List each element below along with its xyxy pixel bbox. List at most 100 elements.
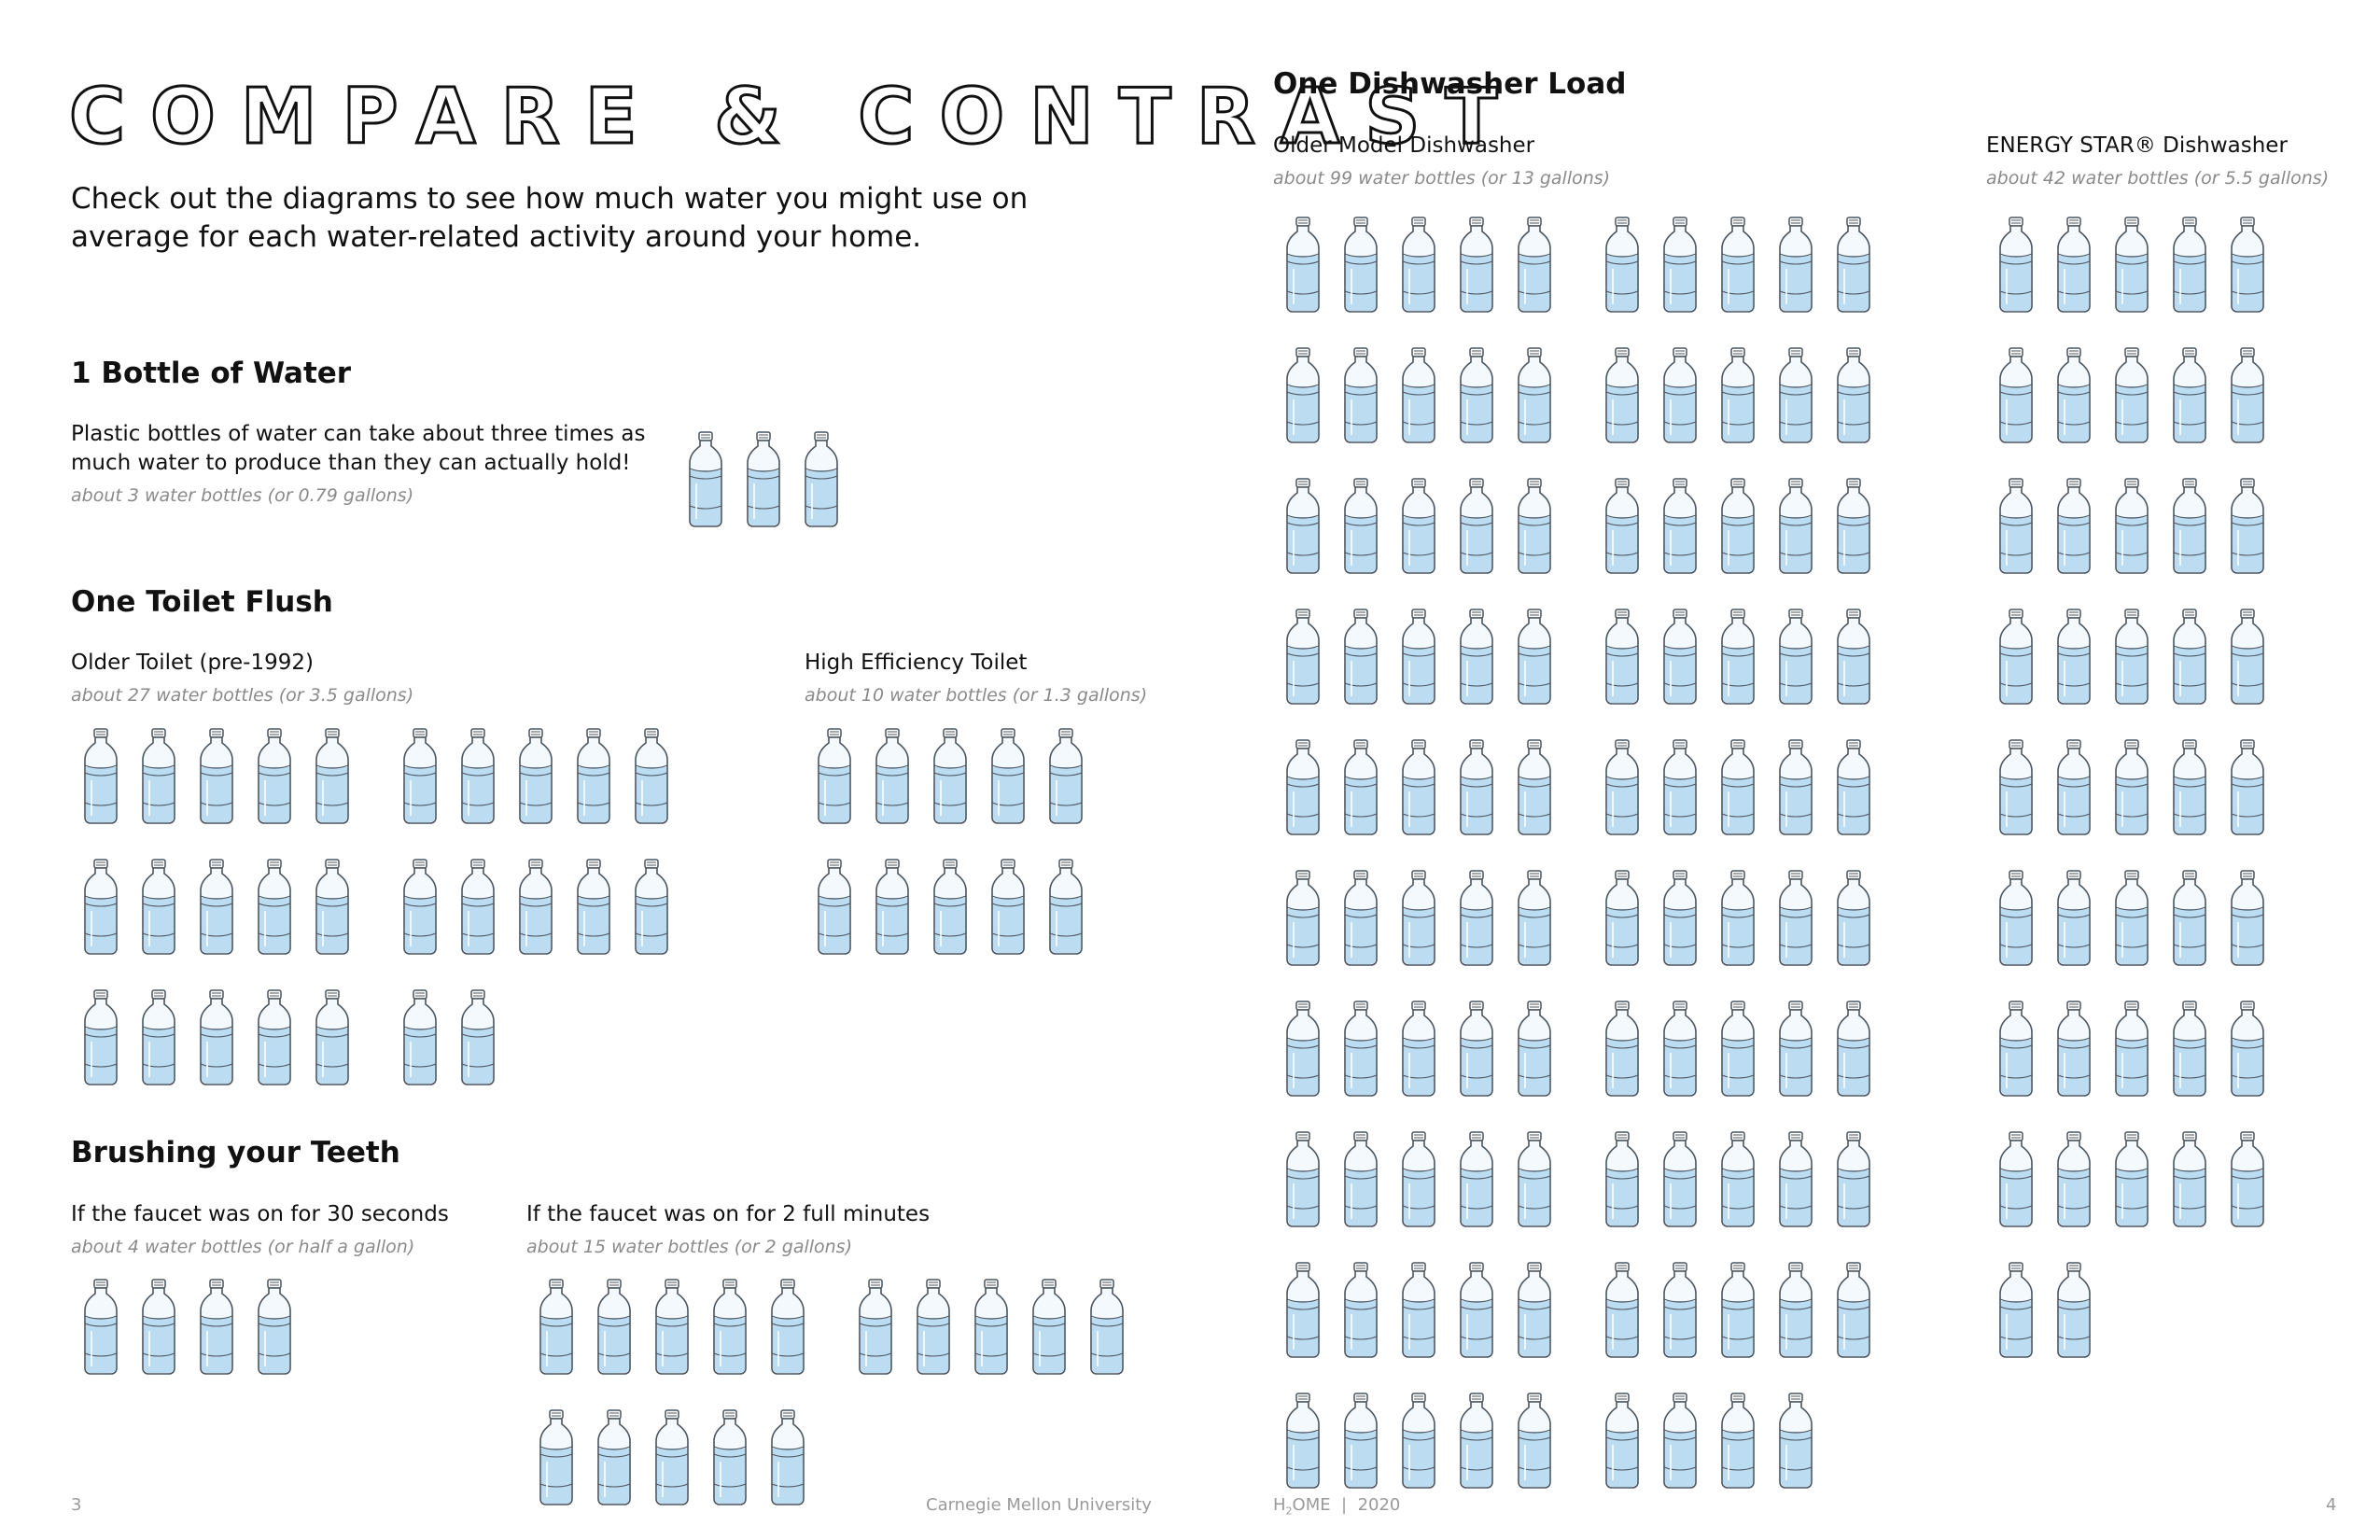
water-bottle-icon — [803, 431, 840, 528]
water-bottle-icon — [816, 728, 853, 825]
energy-star-dishwasher-label: ENERGY STAR® Dishwasher — [1986, 133, 2288, 158]
water-bottle-icon — [517, 859, 554, 956]
water-bottle-icon — [1400, 1131, 1437, 1228]
water-bottle-icon — [1661, 217, 1699, 314]
water-bottle-icon — [1719, 1131, 1757, 1228]
water-bottle-icon — [874, 728, 911, 825]
water-bottle-icon — [769, 1409, 806, 1506]
water-bottle-icon — [1997, 870, 2035, 967]
water-bottle-icon — [1284, 217, 1322, 314]
water-bottle-icon — [2171, 739, 2208, 836]
water-bottle-icon — [857, 1279, 894, 1376]
water-bottle-icon — [1088, 1279, 1126, 1376]
water-bottle-icon — [816, 859, 853, 956]
water-bottle-icon — [2229, 478, 2266, 575]
toilet-flush-heading: One Toilet Flush — [71, 585, 333, 619]
water-bottle-icon — [1661, 478, 1699, 575]
water-bottle-icon — [711, 1409, 749, 1506]
water-bottle-icon — [1719, 870, 1757, 967]
water-bottle-icon — [82, 989, 119, 1086]
water-bottle-icon — [1777, 1001, 1814, 1098]
water-bottle-icon — [314, 728, 351, 825]
water-bottle-icon — [769, 1279, 806, 1376]
right-page-number: 4 — [2326, 1495, 2337, 1515]
footer-project-subscript: 2 — [1285, 1505, 1293, 1518]
water-bottle-icon — [1661, 347, 1699, 444]
water-bottle-icon — [1342, 478, 1379, 575]
water-bottle-icon — [1284, 739, 1322, 836]
water-bottle-icon — [1342, 347, 1379, 444]
water-bottle-icon — [2113, 1131, 2150, 1228]
water-bottle-icon — [1603, 347, 1641, 444]
water-bottle-icon — [1516, 739, 1553, 836]
water-bottle-icon — [1458, 478, 1495, 575]
water-bottle-icon — [1661, 1393, 1699, 1490]
water-bottle-icon — [1719, 347, 1757, 444]
water-bottle-icon — [2229, 870, 2266, 967]
water-bottle-icon — [1719, 217, 1757, 314]
water-bottle-icon — [1284, 1131, 1322, 1228]
water-bottle-icon — [1777, 739, 1814, 836]
high-efficiency-toilet-label: High Efficiency Toilet — [805, 651, 1028, 675]
water-bottle-icon — [1835, 217, 1872, 314]
water-bottle-icon — [1997, 478, 2035, 575]
water-bottle-icon — [2229, 1131, 2266, 1228]
older-dishwasher-label: Older Model Dishwasher — [1273, 133, 1535, 158]
water-bottle-icon — [2113, 347, 2150, 444]
water-bottle-icon — [1516, 478, 1553, 575]
water-bottle-icon — [1603, 1393, 1641, 1490]
water-bottle-icon — [1284, 870, 1322, 967]
water-bottle-icon — [1719, 739, 1757, 836]
water-bottle-icon — [82, 1279, 119, 1376]
footer-university: Carnegie Mellon University — [926, 1495, 1152, 1515]
water-bottle-icon — [1997, 1001, 2035, 1098]
water-bottle-icon — [2171, 609, 2208, 706]
water-bottle-icon — [198, 1279, 235, 1376]
water-bottle-icon — [1400, 478, 1437, 575]
older-dishwasher-note: about 99 water bottles (or 13 gallons) — [1273, 168, 1611, 189]
water-bottle-icon — [1342, 739, 1379, 836]
water-bottle-icon — [1835, 1131, 1872, 1228]
water-bottle-icon — [1603, 1262, 1641, 1359]
energy-star-dishwasher-note: about 42 water bottles (or 5.5 gallons) — [1986, 168, 2330, 189]
water-bottle-icon — [1835, 870, 1872, 967]
water-bottle-icon — [2055, 1131, 2093, 1228]
water-bottle-icon — [2055, 739, 2093, 836]
water-bottle-icon — [1342, 1001, 1379, 1098]
water-bottle-icon — [1400, 217, 1437, 314]
two-minutes-note: about 15 water bottles (or 2 gallons) — [526, 1237, 852, 1257]
water-bottle-icon — [1400, 870, 1437, 967]
water-bottle-icon — [1835, 478, 1872, 575]
water-bottle-icon — [1661, 1262, 1699, 1359]
water-bottle-icon — [1284, 347, 1322, 444]
water-bottle-icon — [1516, 1393, 1553, 1490]
water-bottle-icon — [1603, 1131, 1641, 1228]
water-bottle-icon — [2055, 870, 2093, 967]
water-bottle-icon — [2055, 478, 2093, 575]
water-bottle-icon — [459, 728, 497, 825]
water-bottle-icon — [1458, 609, 1495, 706]
water-bottle-icon — [401, 989, 439, 1086]
water-bottle-icon — [1997, 1131, 2035, 1228]
water-bottle-icon — [2055, 609, 2093, 706]
water-bottle-icon — [1284, 609, 1322, 706]
water-bottle-icon — [198, 859, 235, 956]
water-bottle-icon — [2229, 347, 2266, 444]
footer-project-prefix: H — [1273, 1495, 1286, 1515]
water-bottle-icon — [575, 728, 612, 825]
water-bottle-icon — [1719, 1001, 1757, 1098]
water-bottle-icon — [1342, 1262, 1379, 1359]
water-bottle-icon — [2055, 1001, 2093, 1098]
water-bottle-icon — [1835, 609, 1872, 706]
water-bottle-icon — [575, 859, 612, 956]
water-bottle-icon — [2055, 347, 2093, 444]
water-bottle-icon — [1458, 1262, 1495, 1359]
water-bottle-icon — [1400, 347, 1437, 444]
water-bottle-icon — [1777, 870, 1814, 967]
water-bottle-icon — [1458, 347, 1495, 444]
water-bottle-icon — [1603, 1001, 1641, 1098]
water-bottle-icon — [1777, 1262, 1814, 1359]
water-bottle-icon — [401, 859, 439, 956]
thirty-seconds-label: If the faucet was on for 30 seconds — [71, 1202, 449, 1226]
water-bottle-icon — [2229, 739, 2266, 836]
